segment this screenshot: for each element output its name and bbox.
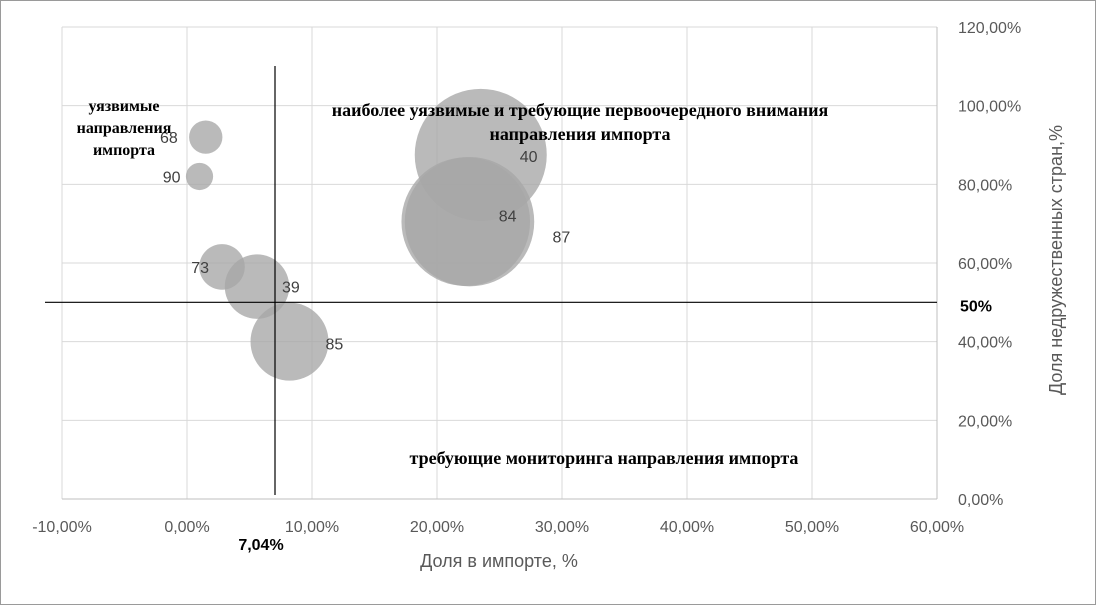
threshold-unfriendly-label: 50% — [960, 298, 992, 315]
y-tick-label: 80,00% — [958, 177, 1012, 194]
y-tick-label: 120,00% — [958, 20, 1021, 37]
x-tick-label: -10,00% — [32, 519, 92, 536]
y-axis-title: Доля недружественных стран,% — [1046, 125, 1066, 395]
bubble-data-label: 85 — [326, 337, 344, 354]
x-tick-label: 10,00% — [285, 519, 339, 536]
y-tick-label: 40,00% — [958, 335, 1012, 352]
tick-labels: -10,00% 0,00% 10,00% 20,00% 30,00% 40,00% 50,0… — [32, 20, 1021, 536]
data-labels: 68 90 73 39 85 40 84 87 7,04% 50% — [160, 130, 992, 554]
bubble-data-label: 68 — [160, 130, 178, 147]
zone-label-vulnerable-line-3: импорта — [93, 142, 155, 159]
bubble-data-label: 40 — [520, 149, 538, 166]
bubble-data-label: 73 — [191, 260, 209, 277]
zone-label-priority-line-2: направления импорта — [490, 124, 671, 144]
bubble-data-label: 87 — [553, 230, 571, 247]
x-tick-label: 30,00% — [535, 519, 589, 536]
x-axis-title: Доля в импорте, % — [420, 551, 578, 571]
bubble-point — [199, 244, 245, 290]
bubble-point — [189, 120, 223, 154]
y-tick-label: 60,00% — [958, 256, 1012, 273]
bubble-point — [401, 157, 531, 286]
x-tick-label: 40,00% — [660, 519, 714, 536]
zone-label-vulnerable-line-1: уязвимые — [88, 98, 159, 115]
y-tick-label: 100,00% — [958, 99, 1021, 116]
y-tick-label: 0,00% — [958, 492, 1003, 509]
bubble-point — [185, 162, 214, 191]
bubble-point — [250, 302, 329, 381]
bubble-data-label: 90 — [163, 169, 181, 186]
zone-label-monitoring: требующие мониторинга направления импорт… — [410, 448, 799, 468]
bubble-data-label: 39 — [282, 280, 300, 297]
threshold-lines — [45, 66, 937, 495]
threshold-share-label: 7,04% — [238, 537, 283, 554]
x-tick-label: 60,00% — [910, 519, 964, 536]
bubbles — [185, 88, 547, 381]
y-tick-label: 20,00% — [958, 413, 1012, 430]
x-tick-label: 20,00% — [410, 519, 464, 536]
zone-label-priority-line-1: наиболее уязвимые и требующие первоочере… — [332, 100, 829, 120]
zone-label-vulnerable-line-2: направления — [77, 120, 172, 137]
x-tick-label: 0,00% — [164, 519, 209, 536]
x-tick-label: 50,00% — [785, 519, 839, 536]
bubble-data-label: 84 — [499, 209, 517, 226]
